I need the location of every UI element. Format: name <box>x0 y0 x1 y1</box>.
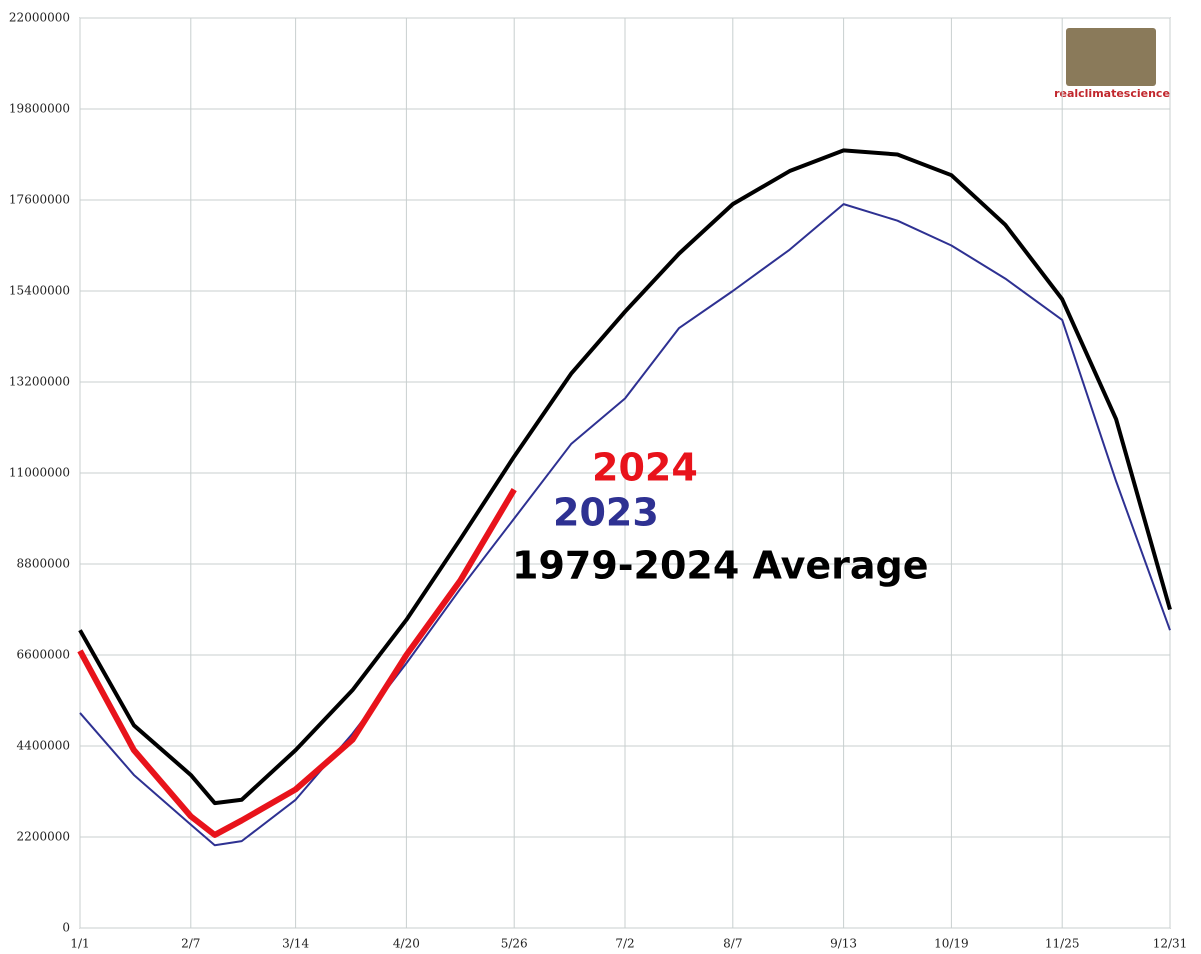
legend-label: 2024 <box>592 446 698 490</box>
x-tick-label: 4/20 <box>393 937 420 951</box>
watermark-image <box>1066 28 1156 86</box>
y-tick-label: 2200000 <box>17 830 70 844</box>
watermark: realclimatescience <box>1054 87 1170 100</box>
legend-label: 2023 <box>553 491 659 535</box>
y-tick-label: 11000000 <box>9 466 70 480</box>
y-tick-label: 6600000 <box>17 648 70 662</box>
x-tick-label: 2/7 <box>181 937 200 951</box>
x-tick-label: 1/1 <box>70 937 89 951</box>
y-tick-label: 13200000 <box>9 375 70 389</box>
chart: realclimatescience 0 2200000 4400000 660000… <box>0 0 1201 954</box>
x-tick-label: 12/31 <box>1153 937 1188 951</box>
x-tick-label: 10/19 <box>934 937 969 951</box>
y-tick-label: 0 <box>62 921 70 935</box>
y-tick-label: 22000000 <box>9 11 70 25</box>
y-tick-label: 17600000 <box>9 193 70 207</box>
y-tick-label: 4400000 <box>17 739 70 753</box>
legend-label: 1979-2024 Average <box>512 544 928 588</box>
x-tick-label: 3/14 <box>282 937 309 951</box>
x-tick-label: 8/7 <box>723 937 742 951</box>
y-tick-label: 8800000 <box>17 557 70 571</box>
x-tick-label: 7/2 <box>615 937 634 951</box>
y-tick-label: 19800000 <box>9 102 70 116</box>
x-tick-label: 11/25 <box>1045 937 1080 951</box>
x-tick-label: 5/26 <box>501 937 528 951</box>
y-tick-label: 15400000 <box>9 284 70 298</box>
x-tick-label: 9/13 <box>830 937 857 951</box>
